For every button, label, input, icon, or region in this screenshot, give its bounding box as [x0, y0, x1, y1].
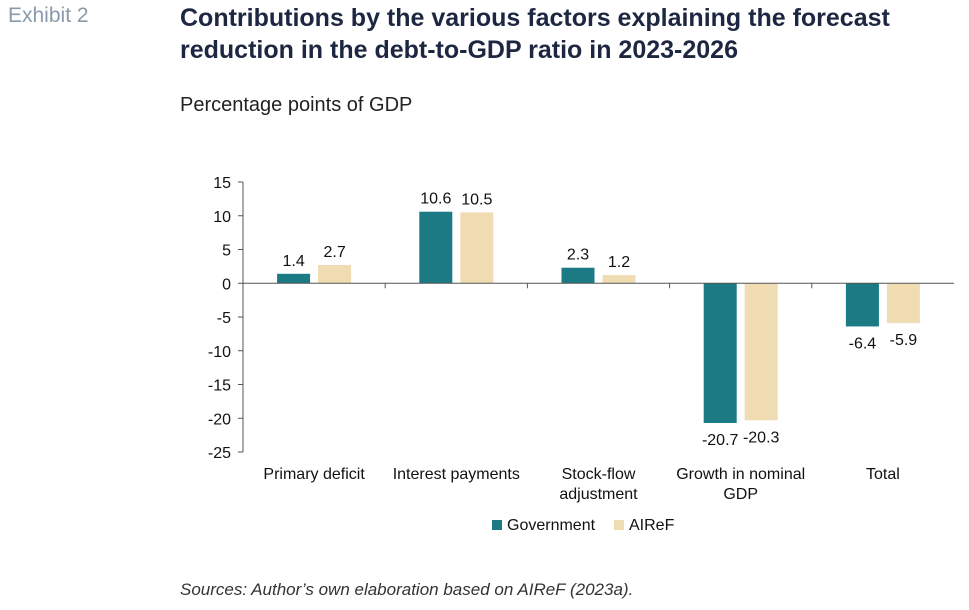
chart-title: Contributions by the various factors exp… [180, 4, 890, 64]
data-label: 1.2 [608, 254, 630, 271]
x-tick-label: Interest payments [393, 466, 520, 483]
x-tick-label: Total [866, 466, 900, 483]
y-tick-label: -20 [208, 411, 231, 428]
data-label: 10.5 [461, 191, 492, 208]
y-tick-label: 10 [213, 209, 231, 226]
x-tick-label: Growth in nominal [676, 466, 805, 483]
y-tick-label: 5 [222, 243, 231, 260]
bar-government [845, 283, 879, 327]
x-tick-label: Stock-flow [562, 466, 636, 483]
exhibit-label: Exhibit 2 [8, 4, 89, 27]
bar-airef [744, 283, 778, 421]
chart-subtitle: Percentage points of GDP [180, 94, 413, 116]
bar-government [561, 267, 595, 284]
x-tick-label: adjustment [559, 486, 638, 503]
bar-government [277, 273, 311, 284]
data-label: -5.9 [890, 332, 918, 349]
bar-airef [602, 275, 636, 284]
bar-government [419, 211, 453, 284]
bar-government [703, 283, 737, 423]
data-label: -20.3 [743, 429, 780, 446]
data-label: -20.7 [702, 432, 739, 449]
legend-label-government: Government [507, 517, 596, 534]
y-tick-label: 0 [222, 276, 231, 293]
data-label: 2.3 [567, 247, 589, 264]
source-note: Sources: Author’s own elaboration based … [180, 580, 634, 599]
bar-airef [886, 283, 920, 324]
data-label: 10.6 [420, 191, 451, 208]
bar-airef [460, 212, 494, 284]
data-label: 1.4 [282, 253, 304, 270]
x-tick-label: Primary deficit [263, 466, 365, 483]
legend-label-airef: AIReF [629, 517, 675, 534]
legend-swatch-government [492, 520, 502, 530]
y-tick-label: -25 [208, 445, 231, 462]
y-tick-label: 15 [213, 175, 231, 192]
data-label: -6.4 [849, 335, 877, 352]
y-tick-label: -15 [208, 378, 231, 395]
x-tick-label: GDP [723, 486, 758, 503]
bar-airef [318, 265, 352, 284]
data-label: 2.7 [323, 244, 345, 261]
legend-swatch-airef [614, 520, 624, 530]
y-tick-label: -10 [208, 344, 231, 361]
y-tick-label: -5 [217, 310, 231, 327]
